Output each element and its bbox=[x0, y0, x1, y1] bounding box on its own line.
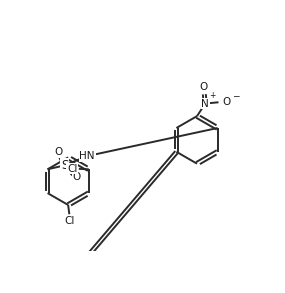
Text: N: N bbox=[201, 98, 209, 108]
Text: Cl: Cl bbox=[67, 163, 78, 174]
Text: Cl: Cl bbox=[65, 217, 75, 226]
Text: O: O bbox=[200, 82, 208, 92]
Text: O: O bbox=[72, 172, 80, 182]
Text: S: S bbox=[61, 159, 68, 172]
Text: HN: HN bbox=[80, 151, 95, 161]
Text: O: O bbox=[55, 147, 63, 157]
Text: −: − bbox=[232, 91, 240, 100]
Text: O: O bbox=[222, 97, 231, 107]
Text: +: + bbox=[209, 91, 216, 100]
